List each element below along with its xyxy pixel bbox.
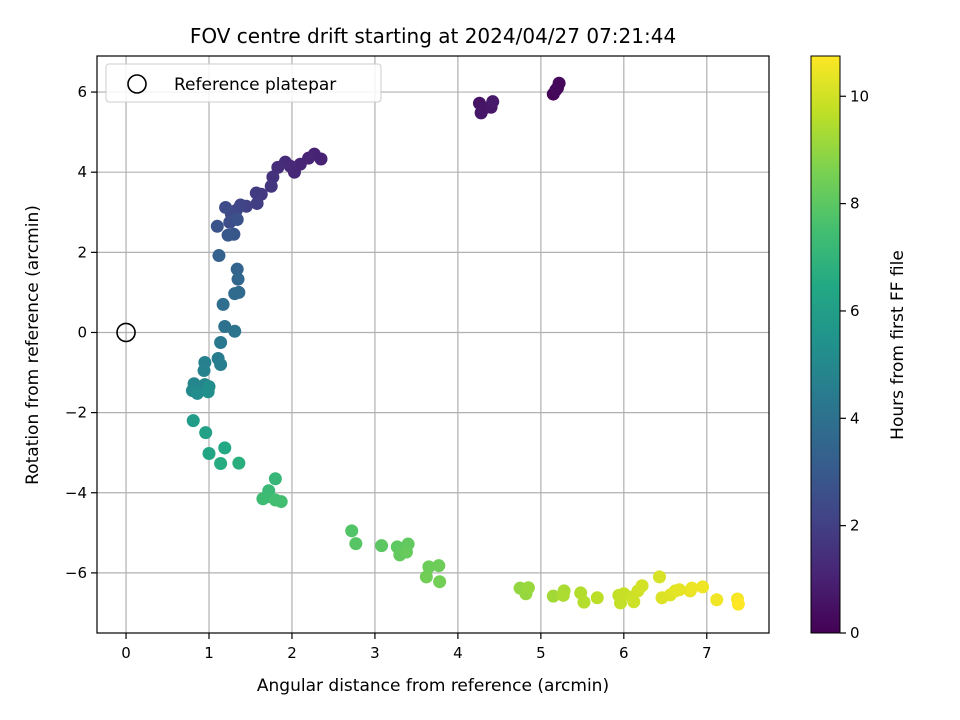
colorbar-ticks: 0 2 4 6 8 10	[840, 87, 869, 642]
data-point	[221, 228, 235, 242]
data-point	[219, 200, 233, 214]
x-axis-ticks: 0 1 2 3 4 5 6 7	[121, 633, 712, 662]
data-point	[731, 597, 745, 611]
data-point	[186, 414, 200, 428]
data-point	[422, 560, 436, 574]
colorbar-tick-label: 10	[850, 87, 869, 105]
data-point	[230, 212, 244, 226]
data-point	[216, 297, 230, 311]
x-tick-label: 1	[204, 644, 214, 662]
colorbar-tick-label: 6	[850, 302, 860, 320]
data-point	[268, 472, 282, 486]
x-tick-label: 2	[287, 644, 297, 662]
x-axis-label: Angular distance from reference (arcmin)	[257, 676, 609, 696]
data-point	[231, 272, 245, 286]
y-tick-label: 0	[77, 323, 87, 341]
colorbar-tick-label: 4	[850, 409, 860, 427]
data-point	[199, 426, 213, 440]
data-point	[590, 591, 604, 605]
data-point	[696, 580, 710, 594]
y-tick-label: −6	[65, 564, 87, 582]
y-axis-label: Rotation from reference (arcmin)	[23, 205, 43, 485]
data-point	[249, 186, 263, 200]
plot-frame	[96, 55, 770, 634]
chart-title: FOV centre drift starting at 2024/04/27 …	[190, 24, 676, 48]
legend-box	[105, 63, 382, 103]
data-point	[349, 537, 363, 551]
data-point	[345, 524, 359, 538]
data-point	[627, 595, 641, 609]
data-point	[250, 196, 264, 210]
data-point	[264, 179, 278, 193]
data-point	[556, 588, 570, 602]
legend-entry-reference: Reference platepar	[174, 75, 336, 95]
data-point	[202, 446, 216, 460]
data-point	[474, 106, 488, 120]
colorbar-tick-label: 2	[850, 517, 860, 535]
data-point	[546, 589, 560, 603]
data-point	[521, 581, 535, 595]
data-point	[685, 581, 699, 595]
x-tick-label: 6	[619, 644, 629, 662]
data-point	[486, 95, 500, 109]
y-tick-label: 6	[77, 83, 87, 101]
data-point	[210, 219, 224, 233]
data-point	[214, 358, 228, 372]
data-point	[375, 539, 389, 553]
y-tick-label: −2	[65, 404, 87, 422]
data-point	[710, 593, 724, 607]
data-point	[577, 595, 591, 609]
data-point	[433, 575, 447, 589]
colorbar-tick-label: 8	[850, 195, 860, 213]
x-tick-label: 4	[453, 644, 463, 662]
scatter-points	[185, 76, 745, 611]
x-tick-label: 5	[536, 644, 546, 662]
data-point	[197, 364, 211, 378]
y-tick-label: 4	[77, 163, 87, 181]
colorbar-gradient	[810, 55, 841, 634]
data-point	[419, 570, 433, 584]
colorbar-tick-label: 0	[850, 624, 860, 642]
data-point	[230, 262, 244, 276]
data-point	[399, 545, 413, 559]
data-point	[635, 579, 649, 593]
data-point	[432, 559, 446, 573]
x-tick-label: 7	[702, 644, 712, 662]
data-point	[232, 456, 246, 470]
data-point	[228, 287, 242, 301]
x-tick-label: 0	[121, 644, 131, 662]
grid-lines	[97, 56, 769, 633]
data-point	[652, 570, 666, 584]
colorbar: 0 2 4 6 8 10 Hours from first FF file	[810, 55, 908, 642]
data-point	[212, 249, 226, 263]
data-point	[214, 457, 228, 471]
y-axis-ticks: −6 −4 −2 0 2 4 6	[65, 83, 97, 582]
data-point	[214, 335, 228, 349]
data-point	[672, 583, 686, 597]
legend: Reference platepar	[105, 63, 382, 103]
data-point	[218, 441, 232, 455]
y-tick-label: 2	[77, 243, 87, 261]
data-point	[256, 492, 270, 506]
data-point	[271, 160, 285, 174]
data-point	[549, 83, 563, 97]
reference-platepar-marker	[116, 322, 136, 343]
data-point	[274, 495, 288, 509]
data-point	[218, 319, 232, 333]
y-tick-label: −4	[65, 484, 87, 502]
data-point	[201, 385, 215, 399]
colorbar-label: Hours from first FF file	[888, 250, 908, 440]
data-point	[228, 324, 242, 338]
data-point	[190, 386, 204, 400]
legend-marker-open-circle	[127, 74, 147, 94]
x-tick-label: 3	[370, 644, 380, 662]
